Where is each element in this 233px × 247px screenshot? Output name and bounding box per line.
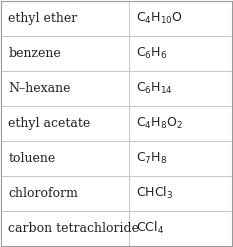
- Text: $\mathregular{C_4H_{10}O}$: $\mathregular{C_4H_{10}O}$: [136, 11, 183, 26]
- Text: carbon tetrachloride: carbon tetrachloride: [8, 222, 139, 235]
- Text: $\mathregular{C_7H_8}$: $\mathregular{C_7H_8}$: [136, 151, 167, 166]
- Text: benzene: benzene: [8, 47, 61, 60]
- Text: toluene: toluene: [8, 152, 55, 165]
- Text: ethyl ether: ethyl ether: [8, 12, 78, 25]
- Text: $\mathregular{C_6H_{14}}$: $\mathregular{C_6H_{14}}$: [136, 81, 173, 96]
- Text: $\mathregular{CCl_4}$: $\mathregular{CCl_4}$: [136, 220, 164, 236]
- Text: N–hexane: N–hexane: [8, 82, 71, 95]
- Text: ethyl acetate: ethyl acetate: [8, 117, 91, 130]
- Text: $\mathregular{C_6H_6}$: $\mathregular{C_6H_6}$: [136, 46, 167, 61]
- Text: $\mathregular{CHCl_3}$: $\mathregular{CHCl_3}$: [136, 185, 173, 201]
- Text: $\mathregular{C_4H_8O_2}$: $\mathregular{C_4H_8O_2}$: [136, 116, 183, 131]
- Text: chloroform: chloroform: [8, 187, 78, 200]
